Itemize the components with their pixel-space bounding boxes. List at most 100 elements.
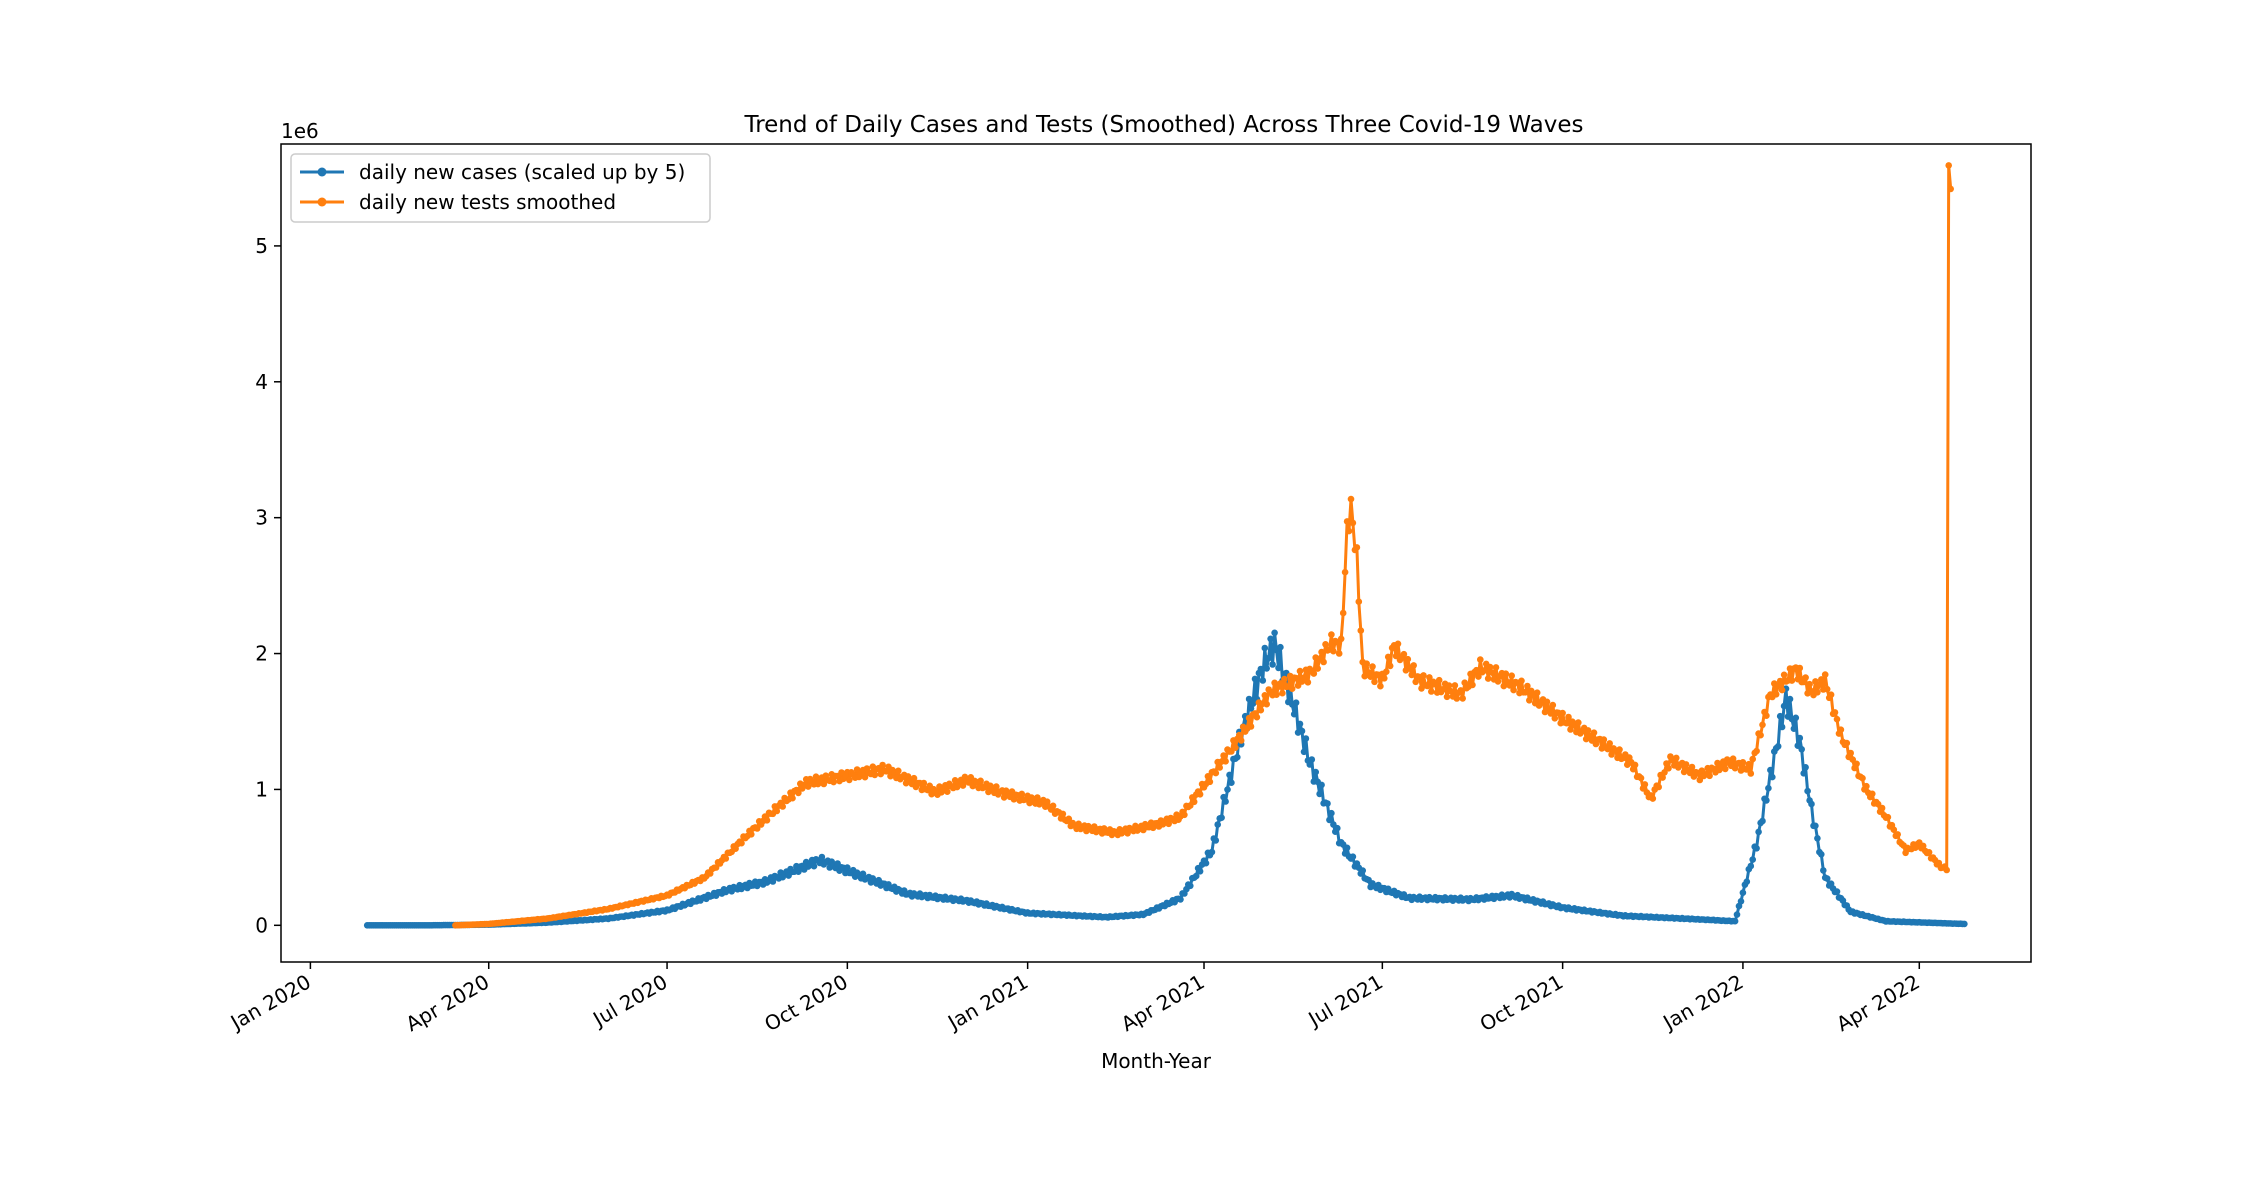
data-point <box>1814 689 1821 696</box>
data-point <box>1220 752 1227 759</box>
data-point <box>1445 682 1453 689</box>
data-point <box>1290 710 1298 718</box>
data-point <box>1326 816 1333 824</box>
data-point <box>1753 845 1760 852</box>
data-point <box>1196 791 1204 798</box>
data-point <box>1204 773 1212 780</box>
data-point <box>1947 185 1954 193</box>
data-point <box>1765 784 1772 792</box>
series-layer <box>363 162 1968 929</box>
data-point <box>1659 774 1666 781</box>
data-point <box>1253 713 1261 721</box>
data-point <box>1426 674 1433 681</box>
series-line <box>455 163 1953 927</box>
data-point <box>1747 862 1755 870</box>
data-point <box>1447 687 1455 695</box>
data-point <box>1837 726 1845 733</box>
data-point <box>1925 849 1933 856</box>
data-point <box>1502 670 1510 677</box>
data-point <box>1428 688 1435 695</box>
data-point <box>1816 681 1823 688</box>
data-point <box>1778 686 1786 694</box>
data-point <box>1486 663 1494 671</box>
data-point <box>1780 671 1788 679</box>
data-point <box>1383 668 1390 675</box>
data-point <box>1745 760 1753 768</box>
data-point <box>1273 691 1280 698</box>
data-point <box>1884 813 1892 821</box>
data-point <box>920 779 928 787</box>
data-point <box>1236 731 1243 739</box>
data-point <box>1788 677 1796 684</box>
data-point <box>1749 755 1756 763</box>
y-offset-label: 1e6 <box>281 119 319 143</box>
data-point <box>1234 753 1241 761</box>
data-point <box>1551 715 1559 722</box>
y-tick-label: 4 <box>255 370 268 394</box>
data-point <box>1059 810 1067 818</box>
data-point <box>1733 911 1741 918</box>
data-point <box>1343 518 1351 525</box>
data-point <box>1208 848 1216 856</box>
data-point <box>1477 656 1484 663</box>
legend-label-cases: daily new cases (scaled up by 5) <box>359 160 685 184</box>
data-point <box>846 776 853 784</box>
data-point <box>1506 682 1513 689</box>
data-point <box>1288 685 1296 692</box>
data-point <box>779 803 786 810</box>
data-point <box>1737 898 1745 905</box>
data-point <box>1318 648 1325 656</box>
data-point <box>1559 709 1566 717</box>
data-point <box>1818 851 1825 858</box>
y-axis: 0 1 2 3 4 5 <box>255 234 281 937</box>
data-point <box>844 864 851 871</box>
data-point <box>1263 665 1270 672</box>
data-point <box>1420 672 1427 679</box>
data-point <box>1849 756 1856 763</box>
data-point <box>1337 635 1345 643</box>
data-point <box>1212 769 1220 777</box>
y-tick-label: 3 <box>255 506 268 530</box>
data-point <box>1237 737 1245 744</box>
data-point <box>1804 787 1811 795</box>
data-point <box>1661 769 1668 776</box>
data-point <box>1943 866 1950 874</box>
data-point <box>1518 677 1525 685</box>
legend: daily new cases (scaled up by 5) daily n… <box>290 153 711 223</box>
data-point <box>1863 782 1870 790</box>
data-point <box>1806 680 1813 688</box>
data-point <box>1302 735 1310 742</box>
data-point <box>1755 828 1762 836</box>
data-point <box>1682 761 1690 768</box>
data-point <box>1296 720 1304 728</box>
data-point <box>1869 790 1876 798</box>
data-point <box>1818 676 1825 683</box>
data-point <box>1600 736 1608 743</box>
y-tick-label: 5 <box>255 234 268 258</box>
data-point <box>1853 760 1860 768</box>
data-point <box>1357 627 1365 634</box>
data-point <box>789 794 796 802</box>
data-point <box>861 773 869 781</box>
x-tick-label: Jul 2021 <box>1303 970 1387 1032</box>
plot-area-frame <box>280 143 2032 963</box>
data-point <box>830 778 837 786</box>
data-point <box>1739 889 1747 896</box>
data-point <box>1767 766 1774 774</box>
x-axis: Jan 2020 Apr 2020 Jul 2020 Oct 2020 Jan 2021… <box>225 962 1924 1036</box>
data-point <box>1772 691 1780 698</box>
data-point <box>1475 673 1482 680</box>
data-point <box>1261 644 1269 652</box>
data-point <box>1265 654 1272 662</box>
data-point <box>1300 674 1308 681</box>
data-point <box>1786 695 1794 703</box>
data-point <box>818 853 826 861</box>
data-point <box>1776 677 1784 685</box>
data-point <box>1722 765 1729 773</box>
y-tick-label: 2 <box>255 642 268 666</box>
data-point <box>1226 771 1233 779</box>
data-point <box>1606 740 1613 747</box>
data-point <box>1334 824 1341 832</box>
data-point <box>1833 715 1841 723</box>
